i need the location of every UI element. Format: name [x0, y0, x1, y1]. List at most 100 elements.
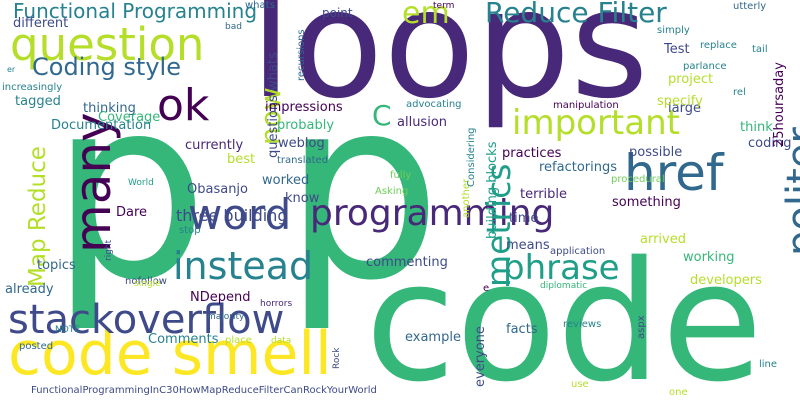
- cloud-word-href: href: [624, 144, 724, 202]
- cloud-word-procedural: procedural: [611, 174, 665, 185]
- cloud-word-means: means: [506, 238, 550, 253]
- cloud-word-coding-style: Coding style: [32, 53, 181, 81]
- cloud-word-nofollow: nofollow: [125, 276, 167, 287]
- cloud-word-terrible: terrible: [520, 187, 568, 202]
- cloud-word-topics: topics: [37, 258, 76, 273]
- cloud-word-data: data: [271, 336, 292, 346]
- cloud-word-right: right: [104, 239, 114, 261]
- cloud-word-whats: whats: [245, 0, 275, 11]
- cloud-word-c: C: [372, 99, 392, 132]
- cloud-word-functional-programming-url: FunctionalProgrammingInC30HowMapReduceFi…: [31, 385, 377, 396]
- cloud-word-place: place: [225, 335, 252, 346]
- cloud-word-considering: Considering: [466, 127, 477, 187]
- cloud-word-comments: Comments: [148, 332, 219, 347]
- cloud-word-manipulation: manipulation: [553, 100, 619, 111]
- cloud-word-note: NOTE: [55, 325, 81, 335]
- cloud-word-weblog: weblog: [278, 136, 325, 151]
- cloud-word-coverage: Coverage: [98, 110, 161, 125]
- cloud-word-thinking: thinking: [83, 101, 136, 116]
- cloud-word-majority: majority: [207, 312, 245, 322]
- cloud-word-many: many: [64, 112, 122, 253]
- cloud-word-three-building: three building: [176, 206, 288, 225]
- cloud-word-recursions: recursions: [296, 29, 307, 81]
- cloud-word-p-right: p: [283, 44, 442, 335]
- cloud-word-question: question: [10, 18, 205, 71]
- cloud-word-phrase: phrase: [503, 248, 620, 288]
- cloud-word-programming: programming: [310, 193, 555, 234]
- cloud-word-coding: coding: [748, 136, 792, 151]
- cloud-word-aspx: aspx: [636, 315, 647, 339]
- cloud-word-point: point: [322, 6, 353, 20]
- cloud-word-increasingly: increasingly: [2, 82, 63, 93]
- cloud-word-em: em: [402, 0, 450, 31]
- cloud-word-reviews: reviews: [563, 319, 602, 330]
- cloud-word-tagged: tagged: [15, 94, 61, 109]
- cloud-word-tail: tail: [752, 44, 768, 55]
- cloud-word-something: something: [612, 195, 681, 210]
- cloud-word-important: important: [512, 103, 680, 143]
- cloud-word-application: application: [550, 246, 606, 257]
- cloud-word-test: Test: [664, 42, 690, 57]
- cloud-word-impressions: impressions: [265, 100, 343, 115]
- cloud-word-working: working: [683, 250, 735, 265]
- cloud-word-25hoursaday: 25hoursaday: [772, 62, 787, 147]
- cloud-word-code: code: [365, 226, 763, 400]
- cloud-word-stackoverflow: stackoverflow: [8, 297, 285, 343]
- cloud-word-parlance: parlance: [683, 61, 727, 72]
- cloud-word-loops: loops: [250, 0, 649, 132]
- cloud-word-simply: simply: [657, 25, 690, 36]
- cloud-word-rel: rel: [733, 87, 746, 98]
- cloud-word-asking: Asking: [375, 186, 409, 197]
- cloud-word-project: project: [668, 72, 714, 87]
- cloud-word-functional-programming: Functional Programming: [13, 0, 258, 23]
- cloud-word-large: large: [668, 101, 701, 116]
- cloud-word-already: already: [5, 282, 54, 297]
- cloud-word-instead: instead: [173, 244, 314, 288]
- cloud-word-different: different: [13, 16, 69, 31]
- cloud-word-know: know: [285, 191, 320, 206]
- cloud-word-utterly: utterly: [733, 1, 767, 12]
- cloud-word-horrors: horrors: [260, 299, 293, 309]
- cloud-word-world: World: [128, 178, 154, 188]
- cloud-word-ok: ok: [157, 80, 210, 131]
- cloud-word-p-left: p: [50, 44, 209, 335]
- cloud-word-best: best: [227, 152, 256, 167]
- cloud-word-commenting: commenting: [366, 255, 448, 270]
- cloud-word-posted: posted: [19, 341, 54, 352]
- cloud-word-documentation: Documentation: [51, 118, 152, 133]
- cloud-word-line: line: [759, 359, 778, 370]
- cloud-word-possible: possible: [629, 145, 683, 160]
- cloud-word-refactorings: refactorings: [539, 160, 618, 175]
- cloud-word-facts: facts: [506, 322, 538, 337]
- cloud-word-obasanjo: Obasanjo: [187, 182, 248, 197]
- cloud-word-currently: currently: [185, 138, 244, 153]
- cloud-word-time: time: [509, 211, 539, 226]
- cloud-word-use: use: [571, 379, 589, 390]
- cloud-word-building-blocks: building blocks: [485, 141, 500, 239]
- cloud-word-term: term: [433, 1, 455, 11]
- cloud-word-rock: Rock: [332, 347, 342, 369]
- cloud-word-e: e: [483, 283, 490, 294]
- cloud-word-worked: worked: [262, 173, 310, 188]
- cloud-word-advocating: advocating: [406, 99, 462, 110]
- cloud-word-dare: Dare: [116, 205, 148, 220]
- cloud-word-replace: replace: [700, 40, 737, 51]
- cloud-word-everyone: everyone: [473, 326, 488, 387]
- cloud-word-specify: specify: [657, 94, 703, 109]
- cloud-word-think: think: [740, 120, 773, 135]
- cloud-word-allusion: allusion: [397, 115, 448, 130]
- cloud-word-example: example: [405, 330, 461, 345]
- cloud-word-practices: practices: [502, 146, 562, 161]
- cloud-word-code-smell: code smell: [8, 319, 332, 389]
- cloud-word-reduce-filter: Reduce Filter: [485, 0, 667, 29]
- cloud-word-developers: developers: [690, 273, 762, 288]
- cloud-word-bad: bad: [225, 22, 242, 32]
- cloud-word-probably: probably: [277, 118, 335, 133]
- cloud-word-diplomatic: diplomatic: [540, 281, 588, 291]
- cloud-word-er: er: [7, 65, 16, 74]
- cloud-word-fully: fully: [390, 170, 412, 181]
- cloud-word-arrived: arrived: [640, 232, 686, 247]
- cloud-word-one: one: [669, 387, 688, 398]
- cloud-word-single: single: [134, 279, 161, 289]
